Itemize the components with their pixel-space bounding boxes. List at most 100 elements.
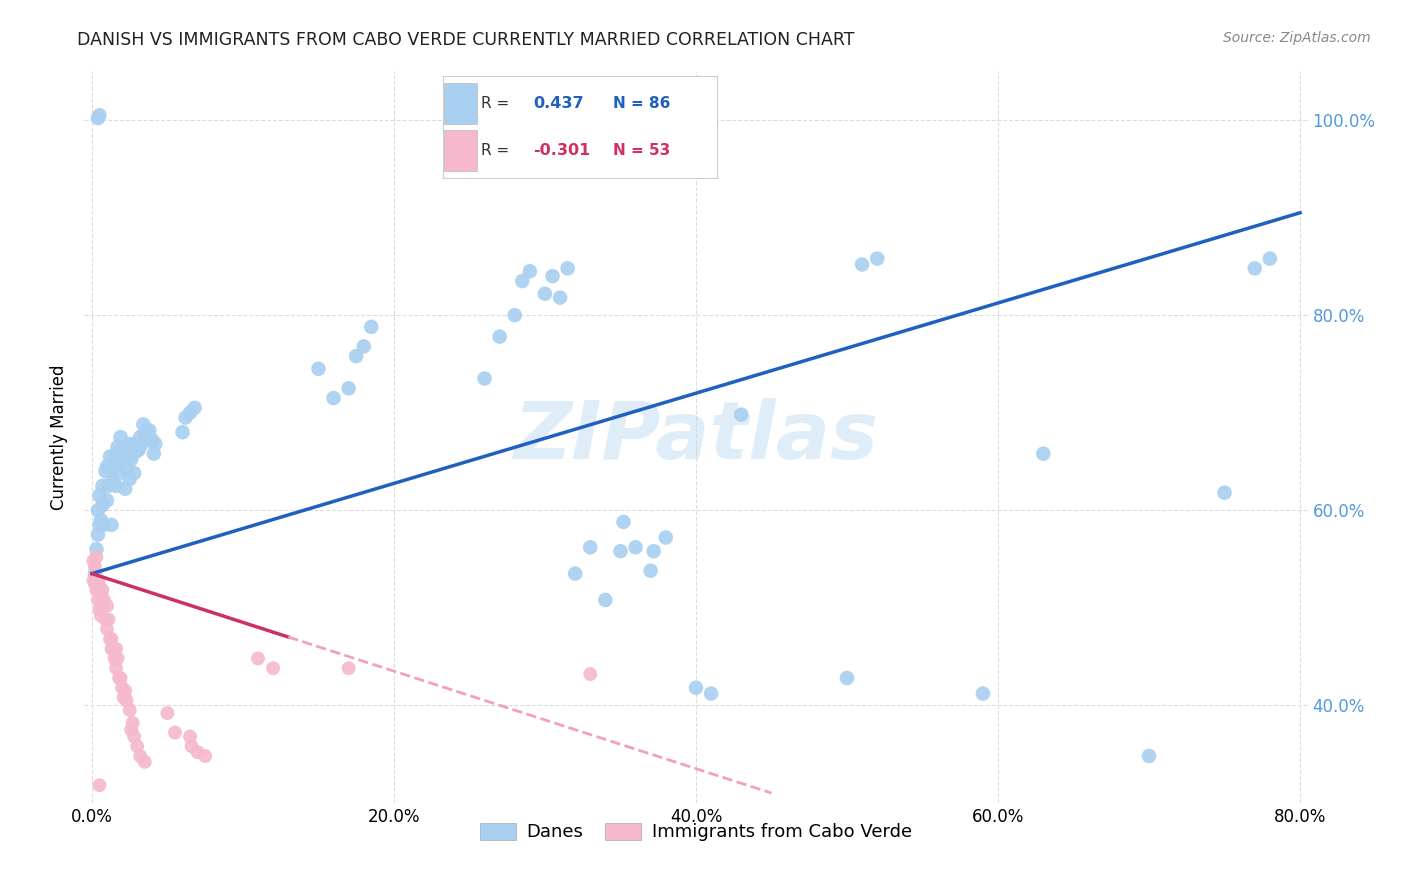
Point — [337, 381, 360, 395]
Point — [344, 349, 367, 363]
Point — [89, 489, 111, 503]
Point — [100, 641, 122, 656]
Point — [117, 442, 139, 457]
Point — [1213, 485, 1236, 500]
Point — [180, 739, 202, 754]
Point — [866, 252, 889, 266]
Point — [94, 464, 117, 478]
Point — [110, 430, 132, 444]
Point — [595, 593, 617, 607]
Point — [655, 531, 678, 545]
Text: N = 86: N = 86 — [613, 96, 671, 111]
Point — [89, 603, 111, 617]
Point — [194, 749, 217, 764]
Point — [179, 730, 201, 744]
Point — [564, 566, 586, 581]
Text: Source: ZipAtlas.com: Source: ZipAtlas.com — [1223, 31, 1371, 45]
Point — [94, 612, 117, 626]
Point — [307, 361, 329, 376]
Point — [1243, 261, 1265, 276]
Point — [1137, 749, 1160, 764]
Point — [135, 423, 157, 437]
Point — [640, 564, 662, 578]
Point — [131, 437, 153, 451]
Point — [1258, 252, 1281, 266]
Text: ZIPatlas: ZIPatlas — [513, 398, 879, 476]
Point — [172, 425, 194, 440]
Point — [84, 559, 107, 574]
Point — [122, 466, 145, 480]
Point — [105, 479, 128, 493]
Point — [128, 442, 150, 457]
Point — [97, 612, 120, 626]
Point — [110, 671, 132, 685]
Point — [105, 641, 128, 656]
Point — [115, 693, 138, 707]
Point — [143, 437, 166, 451]
Point — [142, 447, 165, 461]
Point — [835, 671, 858, 685]
Point — [534, 286, 557, 301]
Point — [360, 319, 382, 334]
Point — [89, 579, 111, 593]
Point — [474, 371, 496, 385]
Point — [353, 339, 375, 353]
Point — [87, 593, 110, 607]
Point — [89, 778, 111, 792]
Point — [541, 269, 564, 284]
Point — [557, 261, 579, 276]
Point — [96, 493, 118, 508]
Point — [87, 111, 110, 125]
Point — [118, 703, 141, 717]
Point — [174, 410, 197, 425]
Point — [100, 464, 122, 478]
Point — [141, 433, 163, 447]
FancyBboxPatch shape — [444, 83, 477, 124]
Text: N = 53: N = 53 — [613, 144, 671, 158]
Point — [114, 452, 136, 467]
Point — [183, 401, 205, 415]
Point — [579, 667, 602, 681]
Point — [86, 549, 108, 564]
Point — [121, 447, 143, 461]
Point — [110, 457, 132, 471]
Point — [111, 681, 134, 695]
Point — [103, 651, 125, 665]
Point — [89, 108, 111, 122]
Point — [503, 308, 526, 322]
Point — [115, 462, 138, 476]
FancyBboxPatch shape — [444, 130, 477, 171]
Point — [90, 513, 112, 527]
Point — [97, 479, 120, 493]
Point — [86, 542, 108, 557]
Point — [108, 671, 131, 685]
Point — [98, 450, 121, 464]
Point — [108, 466, 131, 480]
Point — [91, 583, 114, 598]
Point — [548, 291, 571, 305]
Point — [111, 444, 134, 458]
Point — [82, 574, 104, 588]
Point — [138, 423, 160, 437]
Point — [96, 459, 118, 474]
Point — [91, 479, 114, 493]
Legend: Danes, Immigrants from Cabo Verde: Danes, Immigrants from Cabo Verde — [472, 815, 920, 848]
Point — [700, 687, 723, 701]
Text: R =: R = — [481, 96, 509, 111]
Point — [96, 599, 118, 613]
Point — [609, 544, 631, 558]
Point — [93, 517, 115, 532]
Point — [112, 690, 135, 705]
Point — [86, 583, 108, 598]
Point — [612, 515, 634, 529]
Point — [91, 499, 114, 513]
Point — [103, 457, 125, 471]
Text: R =: R = — [481, 144, 509, 158]
Text: 0.437: 0.437 — [533, 96, 583, 111]
Point — [101, 474, 124, 488]
Point — [100, 632, 122, 646]
Point — [118, 472, 141, 486]
Point — [163, 725, 186, 739]
Point — [105, 661, 128, 675]
Point — [129, 749, 152, 764]
